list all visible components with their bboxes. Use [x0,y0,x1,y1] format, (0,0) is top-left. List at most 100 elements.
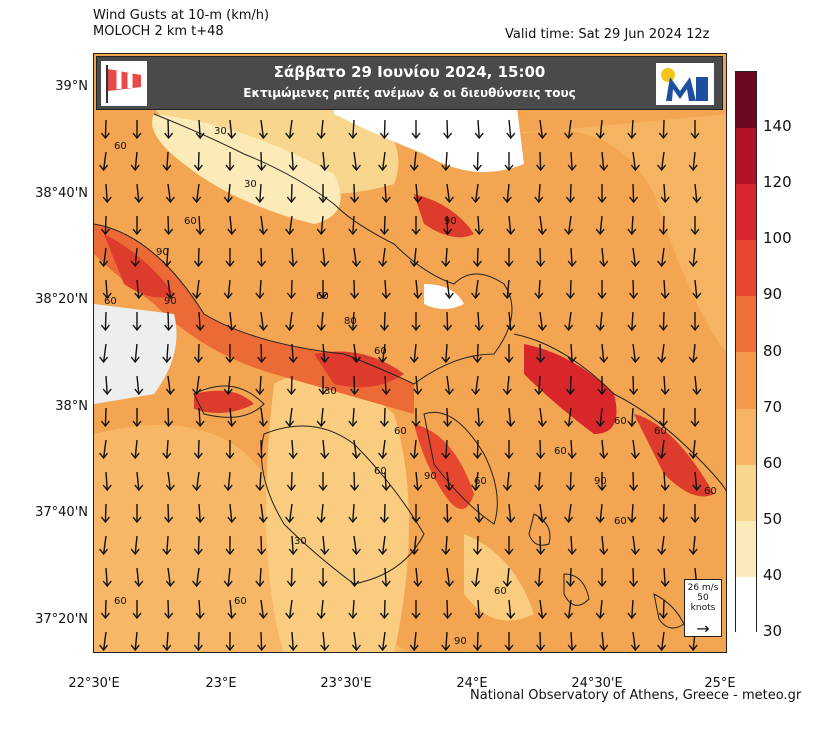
wind-arrow-head [223,484,233,492]
wind-arrow-shaft [569,279,572,299]
wind-arrow-shaft [663,471,666,491]
wind-arrow-head [225,644,235,652]
wind-arrow-head [409,452,419,460]
wind-gust-map: 30 60 30 60 90 60 90 60 30 80 60 90 90 60 60 60 90 60 60 60… [93,53,727,653]
wind-arrow-shaft [381,151,386,171]
wind-arrow-shaft [259,471,262,491]
contour-label: 30 [294,536,307,547]
wind-arrow-shaft [260,599,265,619]
wind-arrow-shaft [599,215,603,235]
wind-arrow-shaft [631,311,634,331]
wind-arrow-shaft [167,567,172,587]
wind-arrow-head [537,324,547,332]
wind-arrow-shaft [506,471,510,491]
wind-arrow-head [164,420,174,428]
wind-arrow-shaft [197,247,200,267]
contour-label: 90 [444,216,457,227]
wind-arrow-shaft [353,567,356,587]
wind-arrow-head [100,324,110,332]
wind-arrow-head [381,484,391,492]
wind-arrow-head [162,644,172,652]
wind-arrow-shaft [662,215,665,235]
wind-arrow-shaft [692,247,696,267]
wind-arrow-shaft [446,183,451,203]
wind-arrow-head [537,132,547,140]
wind-arrow-head [409,164,419,172]
wind-arrow-head [285,516,295,524]
wind-arrow-head [506,324,516,332]
wind-arrow-head [565,484,575,492]
wind-arrow-shaft [632,567,635,587]
wind-arrow-head [164,132,174,140]
wind-arrow-shaft [197,535,200,555]
wind-arrow-head [286,196,296,204]
wind-arrow-shaft [570,439,573,459]
wind-arrow-shaft [413,343,417,363]
wind-arrow-head [504,452,514,460]
wind-arrow-head [320,548,330,556]
wind-arrow-shaft [601,343,605,363]
wind-arrow-head [441,644,451,652]
wind-arrow-head [225,452,235,460]
wind-arrow-head [195,420,205,428]
wind-arrow-head [657,644,667,652]
wind-arrow-shaft [663,375,666,395]
wind-arrow-shaft [381,439,386,459]
wind-arrow-shaft [445,439,448,459]
wind-arrow-head [318,484,328,492]
wind-arrow-head [100,516,110,524]
wind-arrow-head [567,452,577,460]
y-tick-37-40n: 37°40'N [35,505,88,520]
banner-date: Σάββατο 29 Ιουνίου 2024, 15:00 [273,63,546,81]
wind-arrow-shaft [229,503,233,523]
wind-arrow-head [471,388,481,396]
wind-arrow-shaft [260,439,263,459]
wind-arrow-shaft [259,375,262,395]
wind-arrow-head [288,548,298,556]
wind-arrow-shaft [229,407,233,427]
colorbar-segment [736,184,756,241]
wind-arrow-shaft [538,183,541,203]
wind-arrow-shaft [446,471,451,491]
wind-arrow-head [162,548,172,556]
wind-arrow-head [657,548,667,556]
wind-arrow-head [413,292,423,300]
wind-arrow-head [132,132,142,140]
wind-arrow-shaft [105,279,108,299]
contour-label: 90 [454,636,467,647]
wind-arrow-head [102,388,112,396]
wind-arrow-head [227,420,237,428]
wind-arrow-head [350,292,360,300]
wind-arrow-head [257,356,267,364]
wind-arrow-shaft [631,215,634,235]
wind-arrow-head [318,580,328,588]
wind-arrow-head [409,644,419,652]
wind-arrow-shaft [352,215,355,235]
wind-arrow-head [599,164,609,172]
wind-arrow-head [223,196,233,204]
wind-arrow-shaft [567,215,572,235]
wind-arrow-head [630,260,640,268]
wind-arrow-head [413,388,423,396]
wind-arrow-head [134,196,144,204]
wind-arrow-head [100,228,110,236]
wind-arrow-shaft [599,407,603,427]
wind-arrow-shaft [694,375,698,395]
wind-arrow-shaft [320,215,324,235]
reference-arrow-icon: → [696,619,710,638]
wind-arrow-head [506,516,516,524]
wind-arrow-shaft [167,407,170,427]
wind-arrow-head [534,388,544,396]
wind-arrow-head [286,388,296,396]
wind-arrow-head [134,292,144,300]
wind-arrow-shaft [166,439,169,459]
wind-arrow-head [630,164,640,172]
wind-arrow-head [564,420,574,428]
wind-arrow-shaft [383,407,386,427]
wind-arrow-shaft [105,567,108,587]
wind-arrow-head [288,260,298,268]
wind-arrow-head [320,260,330,268]
wind-arrow-head [100,420,110,428]
wind-arrow-head [348,324,358,332]
colorbar-segment [736,520,756,577]
